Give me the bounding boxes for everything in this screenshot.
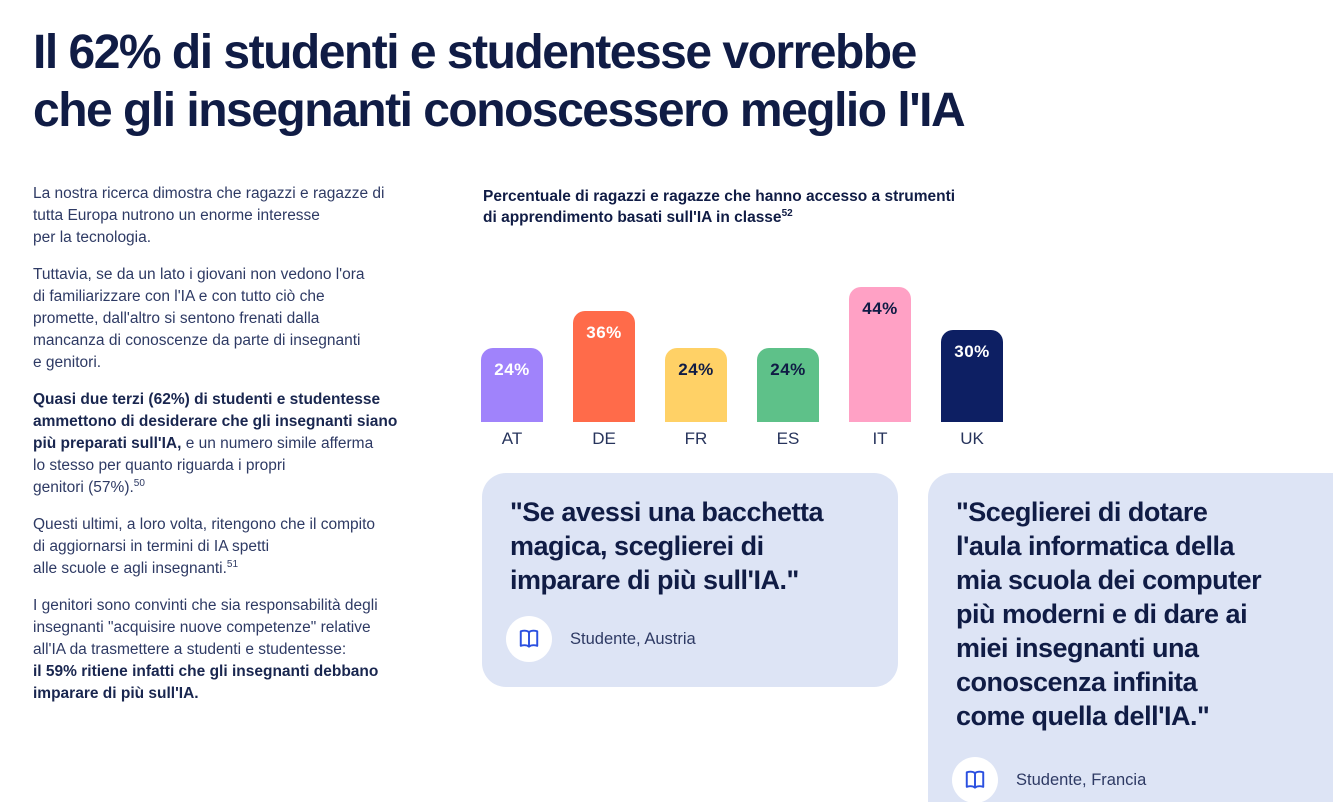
intro-text: La nostra ricerca dimostra che ragazzi e… [33, 185, 385, 246]
bar-value-label: 24% [770, 360, 806, 379]
bar-at: 24% [481, 348, 543, 422]
intro-paragraph: La nostra ricerca dimostra che ragazzi e… [33, 183, 488, 249]
quote-text: "Se avessi una bacchetta magica, sceglie… [510, 497, 823, 595]
intro-text-bold: Quasi due terzi (62%) di studenti e stud… [33, 391, 398, 452]
chart-title-text: Percentuale di ragazzi e ragazze che han… [483, 188, 956, 226]
bar-de: 36% [573, 311, 635, 422]
bar-value-label: 36% [586, 323, 622, 342]
attribution-label: Studente, Francia [1016, 770, 1147, 789]
intro-paragraph: Tuttavia, se da un lato i giovani non ve… [33, 264, 488, 374]
intro-paragraph: Quasi due terzi (62%) di studenti e stud… [33, 389, 488, 499]
page-title: Il 62% di studenti e studentesse vorrebb… [33, 26, 966, 137]
quote-attribution: Studente, Austria [506, 616, 696, 662]
intro-text-bold: il 59% ritiene infatti che gli insegnant… [33, 663, 379, 702]
category-label-at: AT [501, 429, 523, 448]
chart-title: Percentuale di ragazzi e ragazze che han… [483, 186, 1043, 228]
bar-value-label: 30% [954, 342, 990, 361]
footnote-reference: 51 [226, 558, 239, 570]
bar-value-label: 24% [494, 360, 530, 379]
bar-fr: 24% [665, 348, 727, 422]
bar-uk: 30% [941, 330, 1003, 422]
quote-text: "Sceglierei di dotare l'aula informatica… [956, 497, 1262, 731]
quote-card-austria: "Se avessi una bacchetta magica, sceglie… [482, 473, 898, 687]
attribution-label: Studente, Austria [570, 629, 696, 648]
quote-card-francia: "Sceglierei di dotare l'aula informatica… [928, 473, 1333, 802]
bar-value-label: 44% [862, 299, 898, 318]
intro-text: Questi ultimi, a loro volta, ritengono c… [33, 516, 376, 577]
intro-text-column: La nostra ricerca dimostra che ragazzi e… [33, 183, 488, 720]
intro-paragraph: I genitori sono convinti che sia respons… [33, 595, 488, 705]
quote-attribution: Studente, Francia [952, 757, 1146, 802]
category-label-es: ES [776, 429, 800, 448]
bar-value-label: 24% [678, 360, 714, 379]
intro-paragraph: Questi ultimi, a loro volta, ritengono c… [33, 514, 488, 580]
open-book-icon [952, 757, 998, 802]
category-label-fr: FR [684, 429, 708, 448]
chart-title-footnote: 52 [781, 207, 793, 219]
intro-text: Tuttavia, se da un lato i giovani non ve… [33, 266, 365, 371]
category-label-de: DE [592, 429, 616, 448]
intro-text: I genitori sono convinti che sia respons… [33, 597, 378, 658]
bar-es: 24% [757, 348, 819, 422]
bar-it: 44% [849, 287, 911, 422]
open-book-icon [506, 616, 552, 662]
intro-text: e un numero simile afferma lo stesso per… [33, 435, 374, 496]
footnote-reference: 50 [133, 477, 145, 489]
category-label-it: IT [872, 429, 888, 448]
category-label-uk: UK [960, 429, 984, 448]
